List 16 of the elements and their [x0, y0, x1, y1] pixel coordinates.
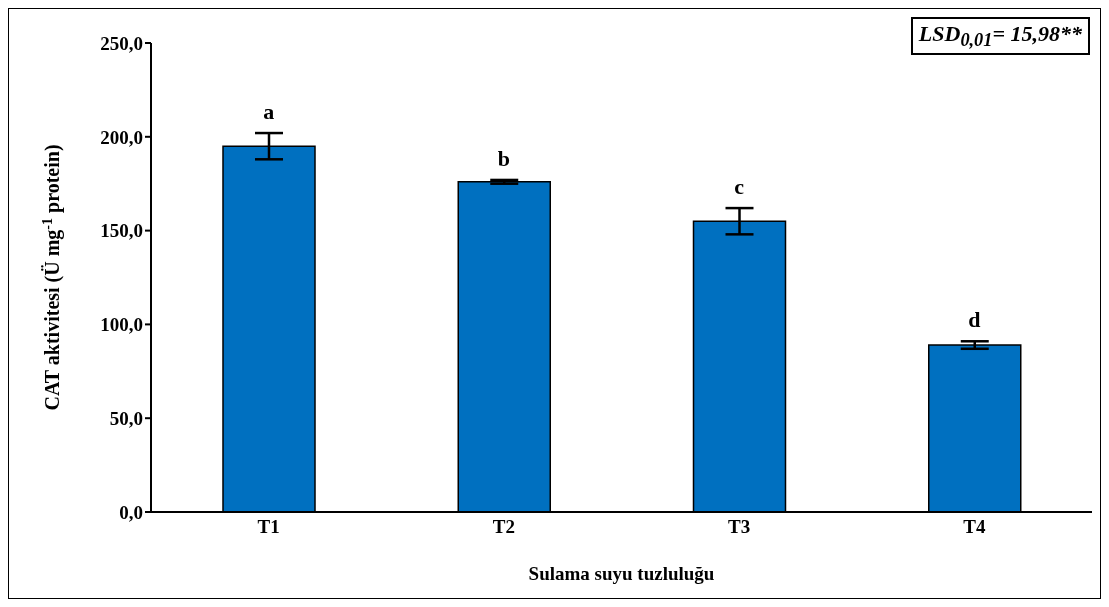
y-tick-label: 50,0: [109, 407, 143, 429]
annotation: c: [734, 174, 745, 200]
y-tick-label: 250,0: [100, 32, 143, 54]
annotation: b: [497, 145, 510, 171]
y-tick-label: 0,0: [119, 501, 143, 523]
annotation: LSD$_{0,01}$= 15,98**: [910, 17, 1090, 56]
y-tick-label: 100,0: [100, 314, 143, 336]
x-tick-label: T1: [257, 516, 280, 538]
y-tick-label: 150,0: [100, 220, 143, 242]
x-tick-label: T2: [492, 516, 515, 538]
x-tick-label: T3: [728, 516, 751, 538]
y-tick-label: 200,0: [100, 126, 143, 148]
x-axis-title: Sulama suyu tuzluluğu: [528, 563, 715, 584]
annotation: d: [968, 307, 981, 333]
annotation: a: [263, 99, 275, 125]
x-tick-label: T4: [963, 516, 986, 538]
